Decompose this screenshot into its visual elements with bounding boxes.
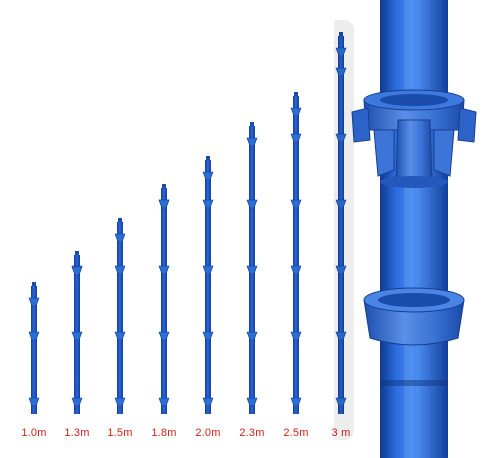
cup-joint bbox=[28, 297, 40, 307]
length-label: 2.3m bbox=[239, 427, 265, 439]
top-spigot bbox=[75, 251, 79, 255]
cup-joint bbox=[71, 266, 83, 276]
cup-joint bbox=[158, 397, 170, 407]
top-spigot bbox=[118, 218, 122, 222]
cup-joint bbox=[202, 265, 214, 275]
pole-tube bbox=[31, 286, 37, 414]
pole-tube bbox=[161, 188, 167, 414]
top-spigot bbox=[32, 282, 36, 286]
length-label: 1.5m bbox=[107, 427, 133, 439]
cup-joint bbox=[290, 199, 302, 209]
top-spigot bbox=[294, 92, 298, 96]
standard-pole bbox=[28, 282, 40, 414]
length-label: 2.0m bbox=[195, 427, 221, 439]
cup-joint bbox=[335, 67, 347, 77]
cup-joint bbox=[290, 331, 302, 341]
cup-joint bbox=[335, 199, 347, 209]
cup-joint bbox=[335, 133, 347, 143]
length-label: 3 m bbox=[321, 427, 361, 439]
cup-joint bbox=[114, 331, 126, 341]
cup-joint bbox=[335, 397, 347, 407]
cup-joint bbox=[71, 397, 83, 407]
cup-joint bbox=[158, 331, 170, 341]
pole-tube bbox=[338, 36, 344, 414]
length-label: 1.3m bbox=[64, 427, 90, 439]
cup-joint bbox=[202, 171, 214, 181]
cup-joint bbox=[290, 107, 302, 117]
top-spigot bbox=[250, 122, 254, 126]
top-spigot bbox=[339, 32, 343, 36]
cup-joint bbox=[246, 331, 258, 341]
cup-joint bbox=[290, 265, 302, 275]
cup-joint bbox=[202, 331, 214, 341]
cup-joint bbox=[335, 47, 347, 57]
cup-joint bbox=[246, 199, 258, 209]
cup-joint bbox=[114, 233, 126, 243]
cup-joint bbox=[246, 265, 258, 275]
standard-pole bbox=[290, 92, 302, 414]
top-cup bbox=[351, 89, 477, 188]
bottom-cup bbox=[363, 287, 465, 346]
standard-pole bbox=[202, 156, 214, 414]
length-label: 1.0m bbox=[21, 427, 47, 439]
cup-joint bbox=[290, 133, 302, 143]
length-label: 1.8m bbox=[151, 427, 177, 439]
cup-joint bbox=[246, 137, 258, 147]
cup-joint bbox=[202, 199, 214, 209]
cup-joint bbox=[114, 397, 126, 407]
top-spigot bbox=[206, 156, 210, 160]
cuplock-joint-closeup bbox=[334, 0, 477, 458]
cup-joint bbox=[246, 397, 258, 407]
length-label: 2.5m bbox=[283, 427, 309, 439]
standard-pole bbox=[158, 184, 170, 414]
cup-joint bbox=[335, 331, 347, 341]
pole-tube bbox=[293, 96, 299, 414]
cup-joint bbox=[158, 199, 170, 209]
pole-tube bbox=[205, 160, 211, 414]
standard-pole bbox=[335, 32, 347, 414]
top-spigot bbox=[162, 184, 166, 188]
cup-joint bbox=[202, 397, 214, 407]
cup-joint bbox=[28, 331, 40, 341]
cup-joint bbox=[335, 265, 347, 275]
standard-pole bbox=[71, 251, 83, 414]
cup-joint bbox=[28, 397, 40, 407]
cup-joint bbox=[114, 265, 126, 275]
standards-group bbox=[28, 32, 347, 414]
pole-tube bbox=[117, 222, 123, 414]
standard-pole bbox=[246, 122, 258, 414]
cup-joint bbox=[290, 397, 302, 407]
cup-joint bbox=[158, 265, 170, 275]
standard-pole bbox=[114, 218, 126, 414]
cup-joint bbox=[71, 331, 83, 341]
watermark bbox=[334, 20, 354, 440]
